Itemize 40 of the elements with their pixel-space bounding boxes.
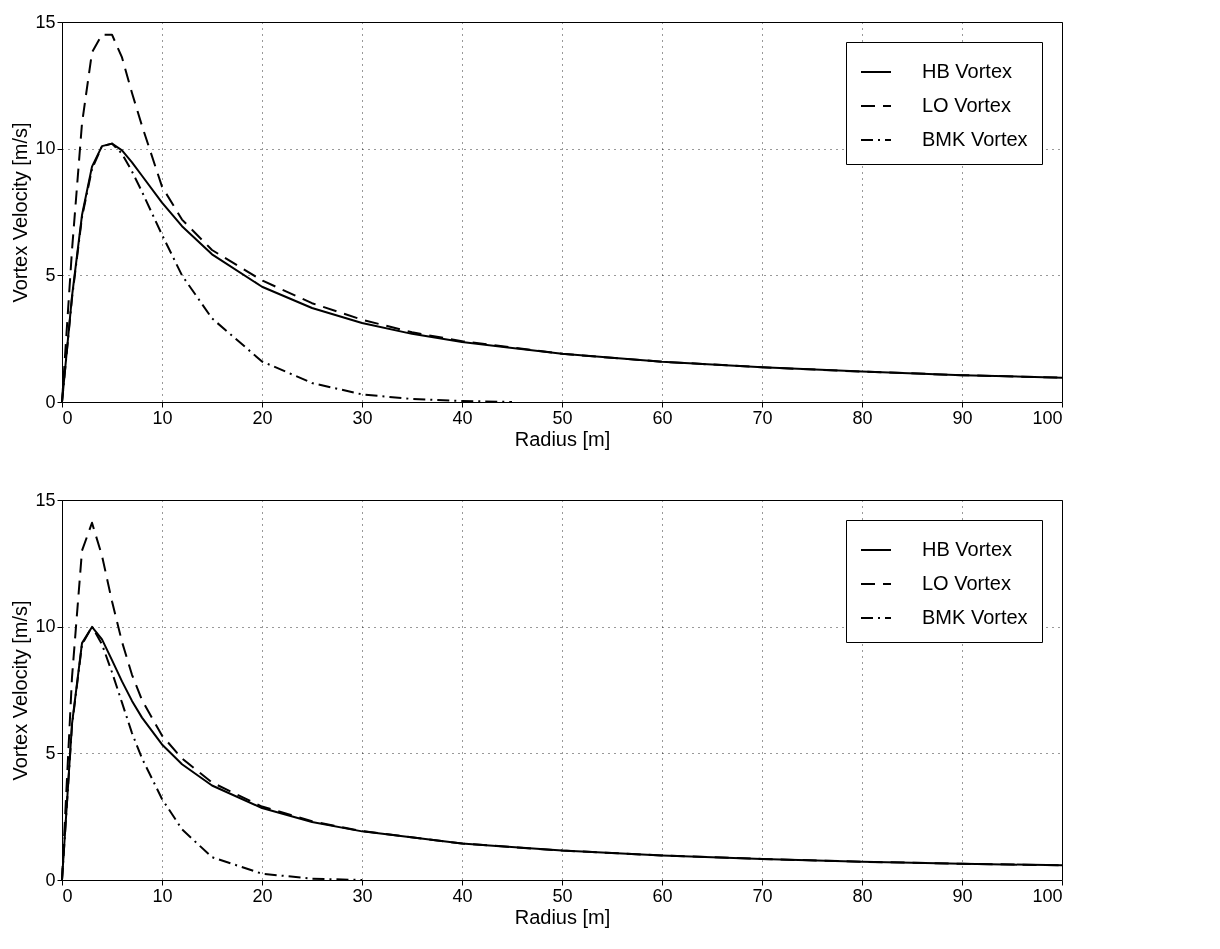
y-tick-label: 0 xyxy=(45,869,56,890)
x-tick-label: 60 xyxy=(652,885,673,906)
legend-label: BMK Vortex xyxy=(922,606,1028,628)
y-axis-title: Vortex Velocity [m/s] xyxy=(9,122,32,303)
y-tick-label: 5 xyxy=(45,742,56,763)
x-tick-label: 90 xyxy=(952,885,973,906)
x-tick-label: 30 xyxy=(352,885,373,906)
y-axis-title: Vortex Velocity [m/s] xyxy=(9,600,32,781)
y-tick-label: 5 xyxy=(45,264,56,285)
x-tick-label: 50 xyxy=(552,885,573,906)
x-tick-label: 0 xyxy=(62,407,73,428)
x-tick-label: 70 xyxy=(752,885,773,906)
x-tick-label: 40 xyxy=(452,407,473,428)
y-tick-label: 10 xyxy=(35,138,56,159)
x-tick-label: 60 xyxy=(652,407,673,428)
y-tick-label: 0 xyxy=(45,391,56,412)
x-tick-label: 10 xyxy=(152,407,173,428)
x-tick-label: 40 xyxy=(452,885,473,906)
y-tick-label: 10 xyxy=(35,616,56,637)
x-axis-title: Radius [m] xyxy=(514,427,611,450)
x-tick-label: 100 xyxy=(1032,407,1063,428)
x-tick-label: 30 xyxy=(352,407,373,428)
legend-label: BMK Vortex xyxy=(922,128,1028,150)
x-tick-label: 70 xyxy=(752,407,773,428)
legend-label: LO Vortex xyxy=(922,572,1011,594)
x-tick-label: 80 xyxy=(852,885,873,906)
x-tick-label: 20 xyxy=(252,407,273,428)
x-tick-label: 80 xyxy=(852,407,873,428)
x-tick-label: 90 xyxy=(952,407,973,428)
x-tick-label: 0 xyxy=(62,885,73,906)
x-tick-label: 10 xyxy=(152,885,173,906)
legend-label: LO Vortex xyxy=(922,94,1011,116)
x-axis-title: Radius [m] xyxy=(514,905,611,928)
y-tick-label: 15 xyxy=(35,11,56,32)
x-tick-label: 50 xyxy=(552,407,573,428)
y-tick-label: 15 xyxy=(35,489,56,510)
legend-label: HB Vortex xyxy=(922,538,1013,560)
x-tick-label: 100 xyxy=(1032,885,1063,906)
x-tick-label: 20 xyxy=(252,885,273,906)
legend-label: HB Vortex xyxy=(922,60,1013,82)
